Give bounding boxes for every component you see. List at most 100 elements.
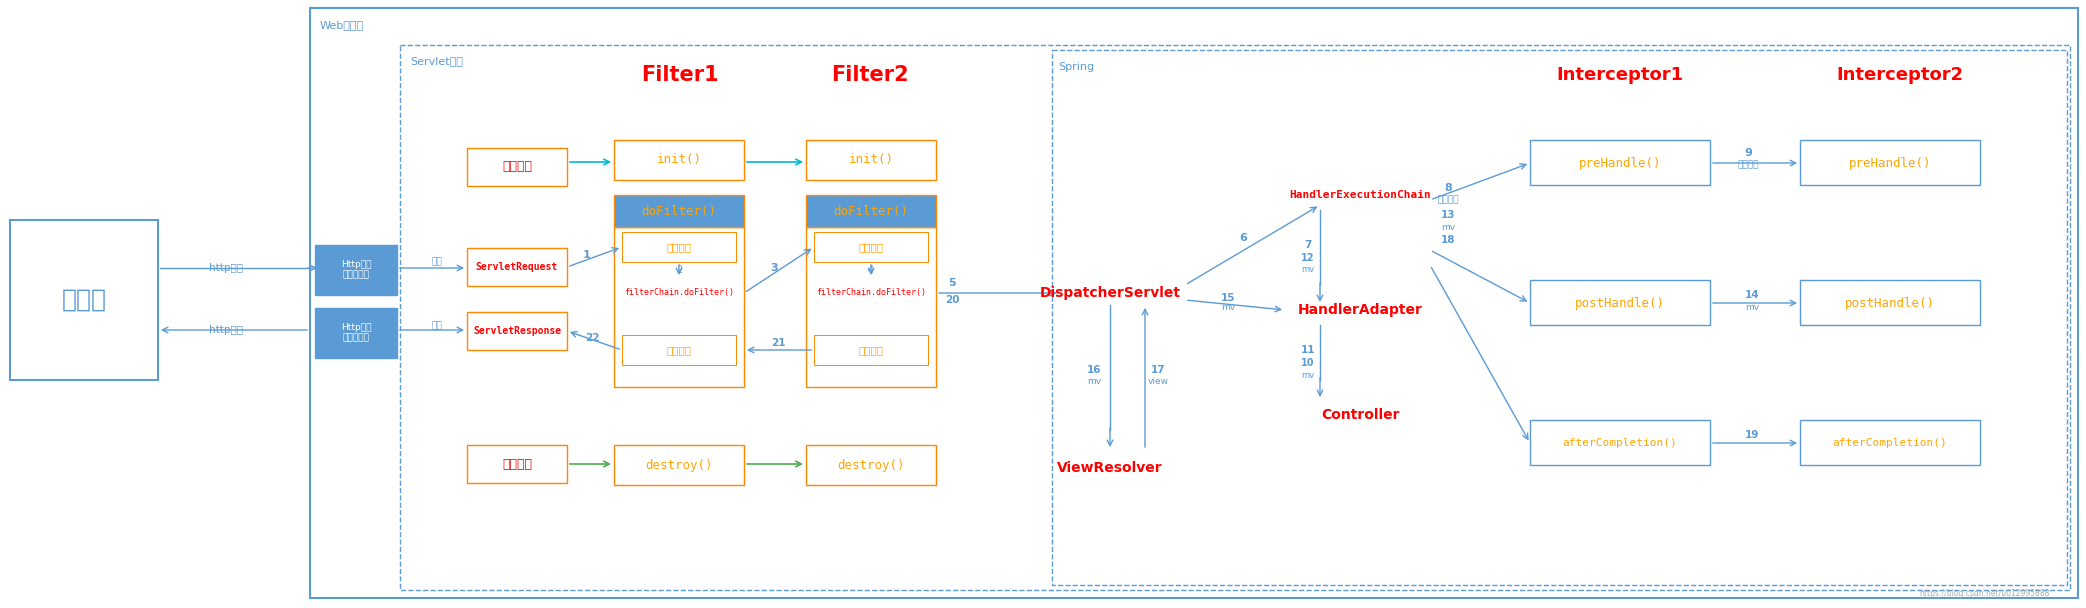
Text: Web服务器: Web服务器 <box>319 20 365 30</box>
FancyBboxPatch shape <box>613 195 745 227</box>
Text: HandlerExecutionChain: HandlerExecutionChain <box>1289 190 1431 200</box>
Text: 8: 8 <box>1444 183 1452 193</box>
Text: 18: 18 <box>1441 235 1456 245</box>
Text: 19: 19 <box>1744 430 1758 440</box>
Text: 13: 13 <box>1441 210 1456 220</box>
Text: doFilter(): doFilter() <box>834 204 909 218</box>
Text: ServletResponse: ServletResponse <box>474 326 561 336</box>
Text: 7: 7 <box>1304 240 1312 250</box>
Text: 22: 22 <box>584 333 599 343</box>
Text: 3: 3 <box>770 263 778 273</box>
Text: ViewResolver: ViewResolver <box>1058 461 1162 475</box>
Text: 容器关闭: 容器关闭 <box>503 457 532 471</box>
Text: preHandle(): preHandle() <box>1848 156 1932 170</box>
Text: mv: mv <box>1744 303 1758 311</box>
FancyBboxPatch shape <box>805 140 937 180</box>
Text: 11: 11 <box>1302 345 1316 355</box>
FancyBboxPatch shape <box>401 45 2069 590</box>
Text: 响应处理: 响应处理 <box>668 345 690 355</box>
FancyBboxPatch shape <box>311 8 2078 598</box>
Text: doFilter(): doFilter() <box>642 204 715 218</box>
Text: afterCompletion(): afterCompletion() <box>1834 438 1948 448</box>
Text: 5: 5 <box>949 278 955 288</box>
FancyBboxPatch shape <box>10 220 159 380</box>
Text: filterChain.doFilter(): filterChain.doFilter() <box>624 289 734 297</box>
FancyBboxPatch shape <box>622 232 736 262</box>
Text: Spring: Spring <box>1058 62 1095 72</box>
Text: 10: 10 <box>1302 358 1314 368</box>
FancyBboxPatch shape <box>622 335 736 365</box>
FancyBboxPatch shape <box>1529 280 1711 325</box>
Text: Filter2: Filter2 <box>830 65 909 85</box>
Text: 14: 14 <box>1744 290 1758 300</box>
Text: view: view <box>1147 378 1168 387</box>
Text: 21: 21 <box>770 338 784 348</box>
Text: 12: 12 <box>1302 253 1314 263</box>
Text: http请求: http请求 <box>209 263 242 273</box>
Text: 请求处理: 请求处理 <box>1437 196 1458 204</box>
Text: Http响应
（字符串）: Http响应 （字符串） <box>340 323 371 343</box>
Text: 15: 15 <box>1220 293 1235 303</box>
Text: 1: 1 <box>584 250 590 260</box>
Text: 2: 2 <box>676 265 682 275</box>
FancyBboxPatch shape <box>467 445 567 483</box>
Text: 4: 4 <box>868 265 874 275</box>
Text: HandlerAdapter: HandlerAdapter <box>1297 303 1423 317</box>
FancyBboxPatch shape <box>613 140 745 180</box>
Text: preHandle(): preHandle() <box>1579 156 1660 170</box>
Text: 请求处理: 请求处理 <box>859 242 884 252</box>
Text: destroy(): destroy() <box>645 458 713 471</box>
FancyBboxPatch shape <box>814 335 928 365</box>
Text: 16: 16 <box>1087 365 1101 375</box>
Text: postHandle(): postHandle() <box>1844 297 1936 309</box>
Text: 6: 6 <box>1239 233 1247 243</box>
Text: 17: 17 <box>1151 365 1166 375</box>
FancyBboxPatch shape <box>805 227 937 387</box>
Text: mv: mv <box>1302 370 1314 379</box>
Text: 容器启动: 容器启动 <box>503 161 532 173</box>
Text: Interceptor1: Interceptor1 <box>1556 66 1683 84</box>
Text: 响应处理: 响应处理 <box>859 345 884 355</box>
Text: mv: mv <box>1220 303 1235 313</box>
Text: init(): init() <box>657 153 701 167</box>
FancyBboxPatch shape <box>315 245 396 295</box>
Text: 20: 20 <box>945 295 960 305</box>
Text: 浏览器: 浏览器 <box>60 288 106 312</box>
Text: 请求处理: 请求处理 <box>668 242 690 252</box>
FancyBboxPatch shape <box>467 312 567 350</box>
FancyBboxPatch shape <box>1800 140 1980 185</box>
Text: filterChain.doFilter(): filterChain.doFilter() <box>816 289 926 297</box>
Text: postHandle(): postHandle() <box>1575 297 1665 309</box>
Text: Interceptor2: Interceptor2 <box>1836 66 1963 84</box>
Text: 转发: 转发 <box>432 322 442 331</box>
FancyBboxPatch shape <box>814 232 928 262</box>
Text: http响应: http响应 <box>209 325 242 335</box>
Text: Http请求
（字符串）: Http请求 （字符串） <box>340 260 371 280</box>
Text: destroy(): destroy() <box>836 458 905 471</box>
Text: DispatcherServlet: DispatcherServlet <box>1039 286 1181 300</box>
Text: Controller: Controller <box>1320 408 1400 422</box>
Text: Servlet容器: Servlet容器 <box>411 56 463 66</box>
FancyBboxPatch shape <box>613 445 745 485</box>
Text: 请求处理: 请求处理 <box>1738 161 1758 170</box>
FancyBboxPatch shape <box>1051 50 2067 585</box>
Text: afterCompletion(): afterCompletion() <box>1562 438 1677 448</box>
FancyBboxPatch shape <box>805 195 937 227</box>
Text: mv: mv <box>1302 266 1314 274</box>
Text: Filter1: Filter1 <box>640 65 720 85</box>
FancyBboxPatch shape <box>1529 420 1711 465</box>
Text: ServletRequest: ServletRequest <box>476 262 559 272</box>
Text: mv: mv <box>1087 378 1101 387</box>
Text: 转发: 转发 <box>432 258 442 266</box>
FancyBboxPatch shape <box>805 445 937 485</box>
FancyBboxPatch shape <box>1800 420 1980 465</box>
Text: mv: mv <box>1441 223 1456 232</box>
FancyBboxPatch shape <box>467 148 567 186</box>
Text: https://blog.csdn.net/u012995888: https://blog.csdn.net/u012995888 <box>1919 589 2051 598</box>
Text: init(): init() <box>849 153 893 167</box>
FancyBboxPatch shape <box>613 227 745 387</box>
FancyBboxPatch shape <box>1529 140 1711 185</box>
FancyBboxPatch shape <box>315 308 396 358</box>
Text: 9: 9 <box>1744 148 1752 158</box>
FancyBboxPatch shape <box>1800 280 1980 325</box>
